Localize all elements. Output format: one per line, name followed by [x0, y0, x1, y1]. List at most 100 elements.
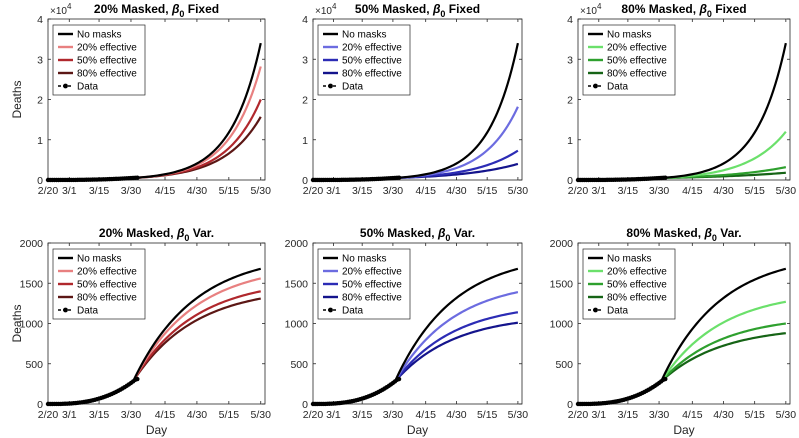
- y-tick-label: 4: [302, 14, 308, 26]
- y-tick-label: 2000: [550, 238, 574, 250]
- chart-title: 80% Masked, β0 Fixed: [621, 2, 746, 19]
- legend-marker-data: [63, 83, 68, 89]
- y-tick-label: 1: [567, 135, 573, 147]
- chart-title: 80% Masked, β0 Var.: [626, 226, 741, 243]
- legend-label-data: Data: [342, 82, 364, 93]
- x-tick-label: 2/20: [568, 409, 589, 421]
- legend-label: 20% effective: [342, 267, 402, 278]
- legend-label: 50% effective: [77, 56, 137, 67]
- legend-marker-data: [328, 307, 333, 313]
- x-tick-label: 5/15: [744, 409, 765, 421]
- y-tick-label: 0: [302, 175, 308, 187]
- x-tick-label: 5/30: [776, 409, 797, 421]
- x-tick-label: 4/30: [713, 185, 734, 197]
- y-tick-label: 0: [37, 175, 43, 187]
- legend-label: No masks: [77, 30, 121, 41]
- chart-title: 20% Masked, β0 Fixed: [94, 2, 219, 19]
- x-tick-label: 5/15: [219, 409, 240, 421]
- x-tick-label: 2/20: [303, 185, 324, 197]
- x-tick-label: 3/1: [62, 185, 77, 197]
- x-tick-label: 4/15: [155, 185, 176, 197]
- y-tick-label: 2: [37, 95, 43, 107]
- legend-label: 50% effective: [607, 280, 667, 291]
- y-tick-label: 2: [302, 95, 308, 107]
- observed-data-point: [135, 175, 140, 180]
- legend-marker-data: [593, 307, 598, 313]
- legend-label-data: Data: [77, 306, 99, 317]
- y-axis-label: Deaths: [10, 304, 24, 342]
- x-tick-label: 3/1: [326, 409, 341, 421]
- x-axis-label: Day: [673, 423, 694, 437]
- legend-label-data: Data: [77, 82, 99, 93]
- x-tick-label: 5/15: [744, 185, 765, 197]
- x-tick-label: 5/30: [251, 185, 272, 197]
- x-tick-label: 5/15: [477, 409, 498, 421]
- legend-label: 20% effective: [77, 267, 137, 278]
- observed-data-point: [663, 376, 668, 382]
- x-tick-label: 4/30: [446, 185, 467, 197]
- y-tick-label: 1000: [285, 319, 309, 331]
- legend-label: No masks: [607, 254, 651, 265]
- chart-title: 50% Masked, β0 Var.: [360, 226, 475, 243]
- y-tick-label: 1000: [550, 319, 574, 331]
- x-tick-label: 3/30: [383, 185, 404, 197]
- y-tick-label: 3: [37, 54, 43, 66]
- x-tick-label: 2/20: [303, 409, 324, 421]
- y-tick-label: 500: [25, 359, 43, 371]
- x-tick-label: 3/30: [649, 185, 670, 197]
- x-tick-label: 4/30: [446, 409, 467, 421]
- x-tick-label: 5/30: [251, 409, 272, 421]
- legend-label: 80% effective: [342, 69, 402, 80]
- x-tick-label: 2/20: [568, 185, 589, 197]
- legend-label: 50% effective: [342, 56, 402, 67]
- observed-data-point: [396, 376, 402, 382]
- legend-label-data: Data: [607, 82, 629, 93]
- y-tick-label: 4: [37, 14, 43, 26]
- legend-label: 50% effective: [77, 280, 137, 291]
- x-tick-label: 3/15: [89, 409, 110, 421]
- x-tick-label: 3/1: [326, 185, 341, 197]
- y-tick-label: 1500: [550, 278, 574, 290]
- y-tick-label: 2: [567, 95, 573, 107]
- x-tick-label: 3/1: [591, 409, 606, 421]
- chart-title: 50% Masked, β0 Fixed: [355, 2, 480, 19]
- observed-data-point: [135, 376, 140, 382]
- x-axis-label: Day: [146, 423, 167, 437]
- chart-panel-6: 2/20 3/1 3/15 3/30 4/15 4/30 5/15 5/30 0 500 1000 1…: [550, 226, 797, 437]
- observed-data-point: [663, 175, 668, 180]
- x-tick-label: 5/30: [508, 409, 529, 421]
- y-tick-label: 2000: [285, 238, 309, 250]
- y-tick-label: 4: [567, 14, 573, 26]
- x-tick-label: 4/15: [415, 409, 436, 421]
- x-tick-label: 3/15: [352, 409, 373, 421]
- legend-marker-data: [63, 307, 68, 313]
- x-tick-label: 4/15: [415, 185, 436, 197]
- y-tick-label: 500: [555, 359, 573, 371]
- x-tick-label: 3/30: [121, 409, 142, 421]
- y-tick-label: 1: [37, 135, 43, 147]
- legend: No masks 20% effective 50% effective 80% ef…: [317, 24, 411, 96]
- legend-label-data: Data: [342, 306, 364, 317]
- legend-label: 80% effective: [607, 69, 667, 80]
- y-tick-label: 1: [302, 135, 308, 147]
- legend-marker-data: [328, 83, 333, 89]
- legend-label: No masks: [607, 30, 651, 41]
- x-tick-label: 3/15: [352, 185, 373, 197]
- x-tick-label: 5/15: [477, 185, 498, 197]
- chart-panel-3: 2/20 3/1 3/15 3/30 4/15 4/30 5/15 5/30 0 1 2 3 4 ×104…: [567, 2, 796, 197]
- y-exponent-label: ×104: [50, 2, 72, 17]
- x-tick-label: 3/15: [618, 409, 639, 421]
- chart-panel-2: 2/20 3/1 3/15 3/30 4/15 4/30 5/15 5/30 0 1 2 3 4 ×104…: [302, 2, 528, 197]
- legend-label: 20% effective: [607, 43, 667, 54]
- legend-marker-data: [593, 83, 598, 89]
- x-tick-label: 3/15: [89, 185, 110, 197]
- legend: No masks 20% effective 50% effective 80% ef…: [317, 248, 411, 320]
- x-tick-label: 5/15: [219, 185, 240, 197]
- y-tick-label: 2000: [20, 238, 44, 250]
- x-tick-label: 3/30: [121, 185, 142, 197]
- y-tick-label: 0: [567, 175, 573, 187]
- x-tick-label: 4/30: [187, 185, 208, 197]
- x-tick-label: 3/30: [383, 409, 404, 421]
- y-tick-label: 500: [290, 359, 308, 371]
